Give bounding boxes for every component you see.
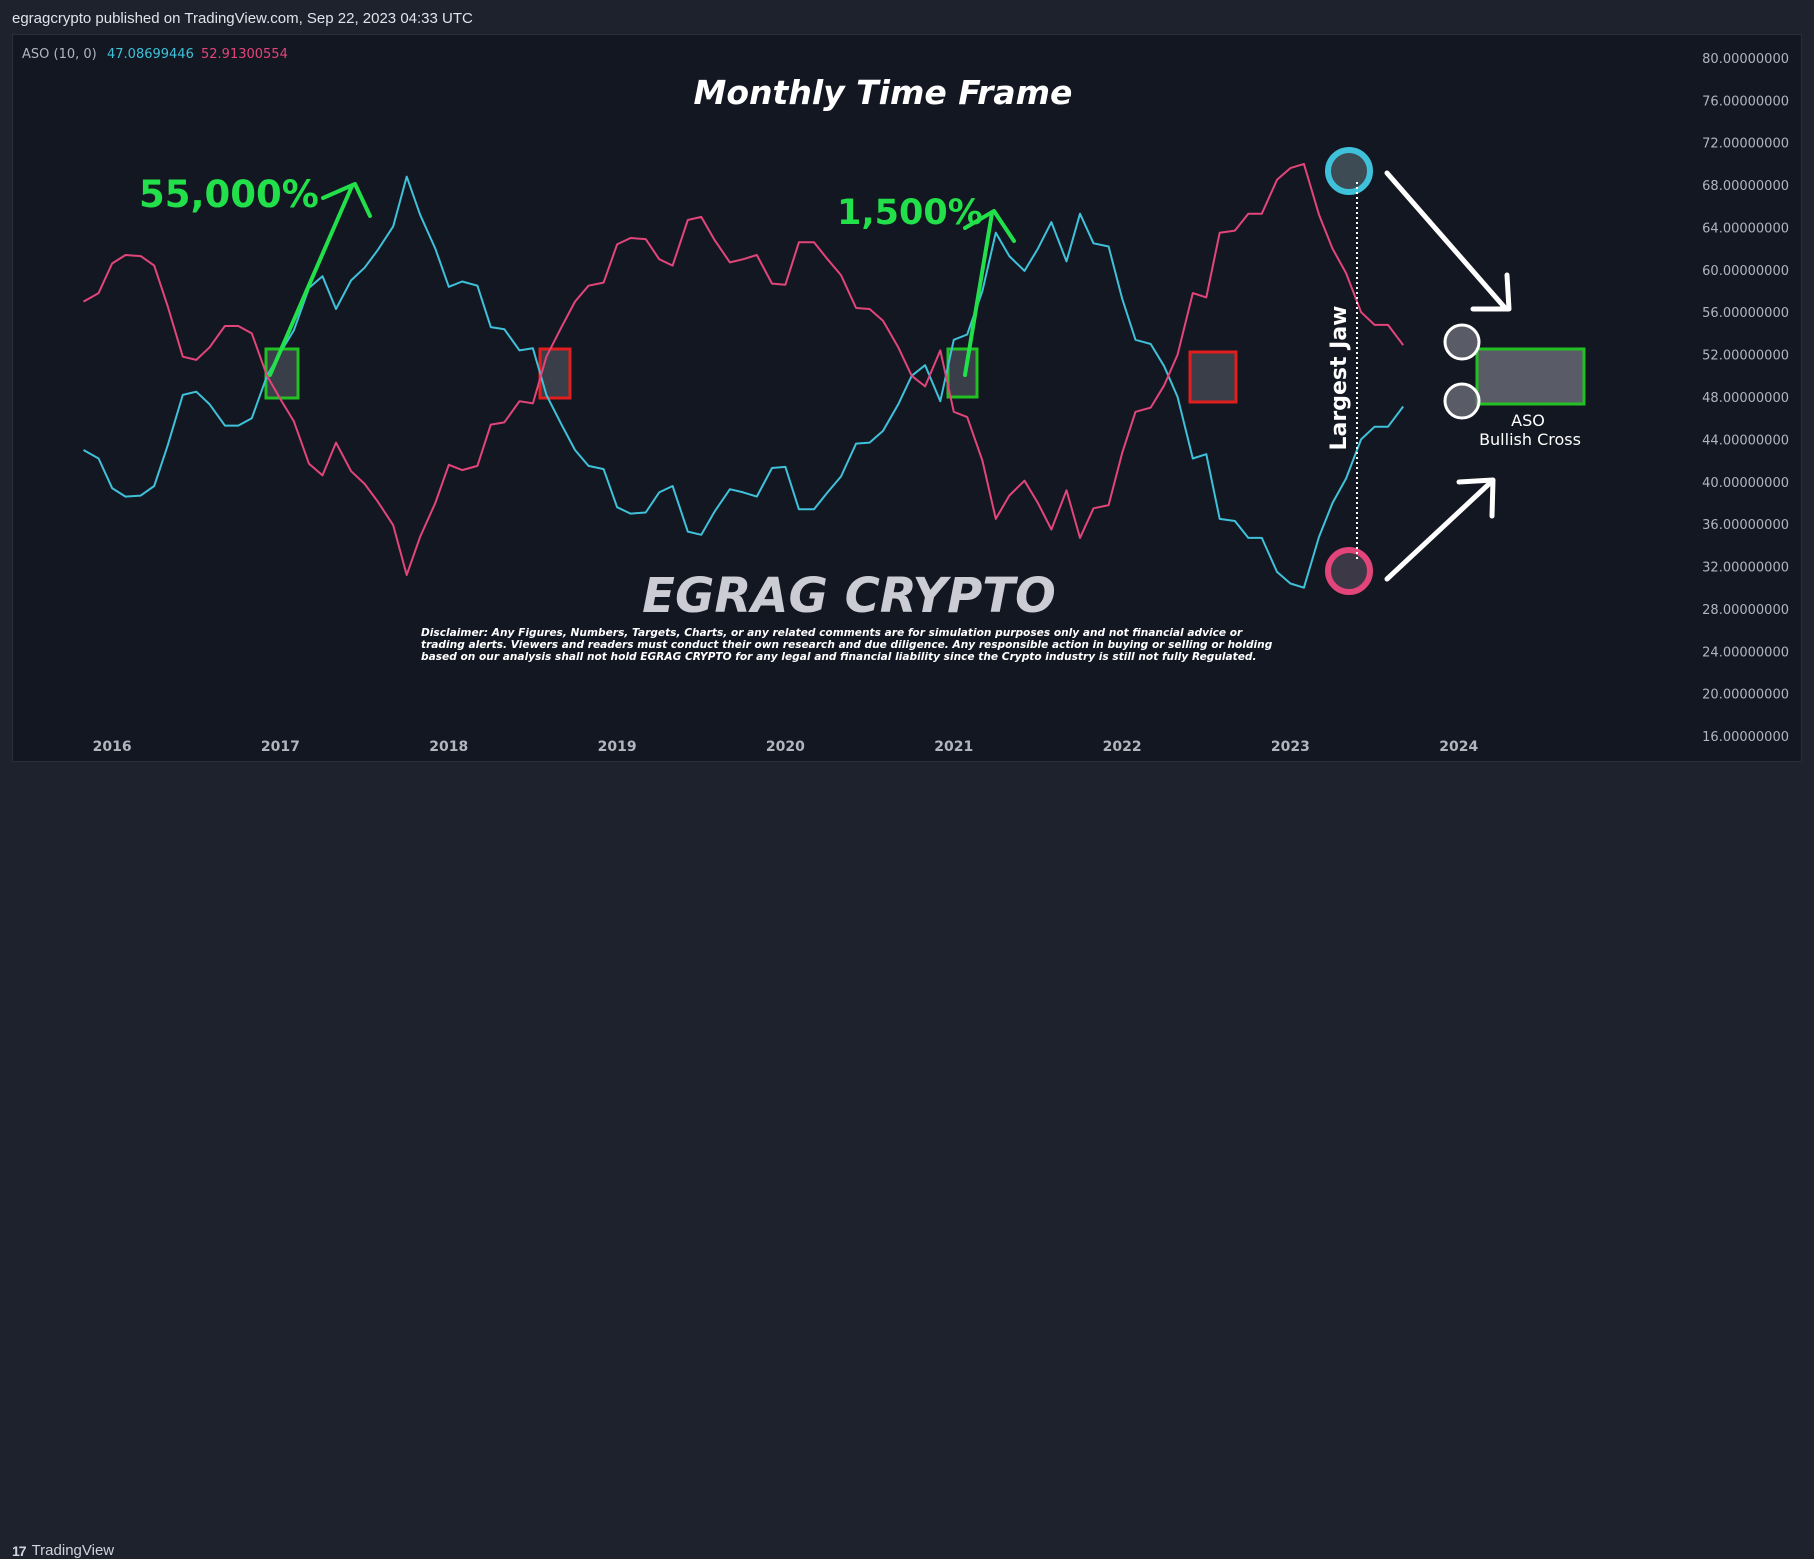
y-tick-label: 40.00000000 xyxy=(1702,476,1789,491)
y-tick-label: 20.00000000 xyxy=(1702,688,1789,703)
white-arrow-down xyxy=(1384,170,1512,312)
aso-bull-line xyxy=(83,175,1404,589)
chart-title: Monthly Time Frame xyxy=(694,73,1073,112)
tradingview-brand: TradingView xyxy=(31,1542,115,1559)
y-tick-label: 56.00000000 xyxy=(1702,306,1789,321)
aso-label: ASO xyxy=(1511,411,1545,430)
x-tick-label: 2018 xyxy=(429,739,468,755)
x-tick-label: 2024 xyxy=(1439,739,1478,755)
disclaimer-line-1: Disclaimer: Any Figures, Numbers, Target… xyxy=(421,627,1243,639)
largest-jaw-label: Largest Jaw xyxy=(1327,305,1352,450)
y-tick-label: 32.00000000 xyxy=(1702,561,1789,576)
disclaimer-line-2: trading alerts. Viewers and readers must… xyxy=(421,639,1273,651)
cross-boxes xyxy=(264,347,1586,406)
x-tick-label: 2017 xyxy=(261,739,300,755)
aso-chart[interactable]: 80.00000000 76.00000000 72.00000000 68.0000… xyxy=(0,0,1814,807)
y-tick-label: 36.00000000 xyxy=(1702,518,1789,533)
y-tick-label: 52.00000000 xyxy=(1702,349,1789,364)
published-info: egragcrypto published on TradingView.com… xyxy=(12,10,473,27)
y-tick-label: 48.00000000 xyxy=(1702,391,1789,406)
series xyxy=(83,162,1404,589)
tradingview-logo-icon: 17 xyxy=(12,1542,27,1559)
aso-bear-line xyxy=(83,162,1404,576)
y-tick-label: 68.00000000 xyxy=(1702,179,1789,194)
y-axis: 80.00000000 76.00000000 72.00000000 68.0000… xyxy=(1702,52,1789,745)
tradingview-logo[interactable]: 17 TradingView xyxy=(12,1542,114,1559)
bottom-circle-marker xyxy=(1325,547,1373,595)
gain-label-1: 55,000% xyxy=(139,173,319,216)
y-tick-label: 16.00000000 xyxy=(1702,730,1789,745)
indicator-name: ASO (10, 0) xyxy=(22,47,97,62)
y-tick-label: 28.00000000 xyxy=(1702,603,1789,618)
y-tick-label: 60.00000000 xyxy=(1702,264,1789,279)
green-box-2020 xyxy=(946,347,979,399)
x-tick-label: 2022 xyxy=(1103,739,1142,755)
x-tick-label: 2019 xyxy=(598,739,637,755)
y-tick-label: 64.00000000 xyxy=(1702,221,1789,236)
white-circle-lower xyxy=(1443,382,1481,420)
red-box-2022 xyxy=(1188,350,1238,404)
gain-label-2: 1,500% xyxy=(837,193,983,233)
x-tick-label: 2023 xyxy=(1271,739,1310,755)
x-tick-label: 2020 xyxy=(766,739,805,755)
markers xyxy=(1325,147,1481,595)
white-arrow-up xyxy=(1384,477,1496,582)
indicator-value-2: 52.91300554 xyxy=(201,47,288,62)
x-tick-label: 2021 xyxy=(934,739,973,755)
green-box-2024 xyxy=(1475,347,1586,406)
top-bar: egragcrypto published on TradingView.com… xyxy=(0,0,1814,34)
green-arrow-2 xyxy=(963,209,1016,377)
y-tick-label: 44.00000000 xyxy=(1702,433,1789,448)
bottom-bar: 17 TradingView xyxy=(0,766,1814,1559)
y-tick-label: 72.00000000 xyxy=(1702,137,1789,152)
y-tick-label: 80.00000000 xyxy=(1702,52,1789,67)
watermark: EGRAG CRYPTO xyxy=(642,568,1056,624)
arrows xyxy=(268,170,1512,582)
green-arrow-1 xyxy=(268,182,372,377)
disclaimer-line-3: based on our analysis shall not hold EGR… xyxy=(421,651,1257,663)
white-circle-upper xyxy=(1443,323,1481,361)
x-axis: 2016 2017 2018 2019 2020 2021 2022 2023 2024 xyxy=(93,739,1479,755)
indicator-legend[interactable]: ASO (10, 0) 47.08699446 52.91300554 xyxy=(22,47,288,62)
bullish-cross-label: Bullish Cross xyxy=(1479,430,1581,449)
top-circle-marker xyxy=(1325,147,1373,195)
y-tick-label: 76.00000000 xyxy=(1702,94,1789,109)
x-tick-label: 2016 xyxy=(93,739,132,755)
disclaimer: Disclaimer: Any Figures, Numbers, Target… xyxy=(421,627,1273,663)
y-tick-label: 24.00000000 xyxy=(1702,645,1789,660)
indicator-value-1: 47.08699446 xyxy=(107,47,194,62)
